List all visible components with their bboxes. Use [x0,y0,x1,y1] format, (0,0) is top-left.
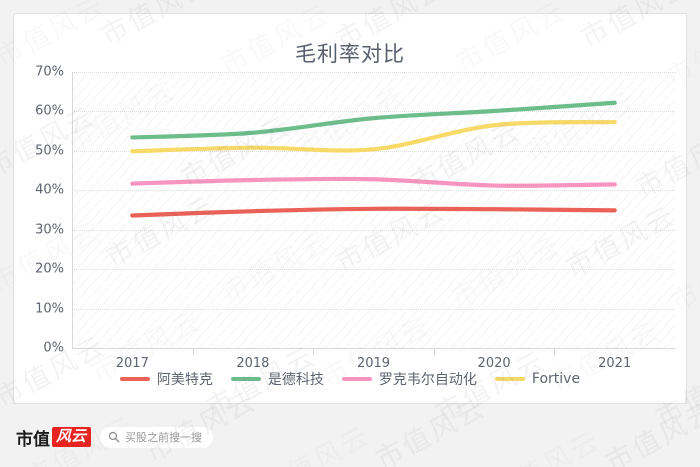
page-title: 毛利率对比 [295,42,405,66]
x-axis-line [72,348,675,349]
legend-item[interactable]: 罗克韦尔自动化 [341,369,477,389]
y-axis-tick-label: 50% [35,143,64,159]
watermark: 市值风云 [483,419,607,467]
y-axis-tick-label: 10% [35,301,64,317]
legend-swatch [494,377,525,381]
y-axis-tick-label: 40% [35,182,64,198]
x-axis-tick-label: 2021 [598,356,632,371]
series-line [130,119,617,154]
search-icon [108,431,120,443]
legend-swatch [119,377,150,381]
y-axis-tick-label: 60% [35,103,64,119]
gridline [72,190,675,192]
x-axis-tick [192,348,194,355]
legend-swatch [341,377,372,381]
legend-label: Fortive [531,371,581,387]
brand-badge: 风云 [52,427,92,447]
legend-item[interactable]: Fortive [494,371,581,387]
gridline [72,111,675,113]
gridline [72,72,675,73]
footer-brand: 市值 风云 买股之前搜一搜 [16,424,214,450]
brand-name: 市值 [16,429,50,450]
chart-card: 毛利率对比 0% 10% 20% 30% 40% 50% 60% 70% 2017 2018 20… [13,13,687,404]
x-axis-tick [433,348,435,355]
series-line [130,100,617,140]
gridline [72,269,675,271]
series-line [130,206,617,218]
y-axis-tick-label: 20% [35,261,64,277]
legend-label: 是德科技 [267,372,324,388]
x-axis-tick-label: 2018 [236,356,270,371]
x-axis-tick-label: 2020 [477,356,511,371]
legend-item[interactable]: 阿美特克 [119,369,213,389]
y-axis-tick-label: 0% [43,340,64,356]
gridline [72,229,675,231]
gridline [72,308,675,310]
series-lines [130,100,617,218]
y-axis-line [72,72,73,349]
legend-label: 阿美特克 [156,372,213,388]
x-axis-tick [313,348,315,355]
legend-label: 罗克韦尔自动化 [378,372,477,388]
x-axis-tick-label: 2019 [356,356,391,371]
watermark: 市值风云 [256,420,377,467]
legend-item[interactable]: 是德科技 [230,369,324,389]
x-axis-tick-label: 2017 [115,356,149,371]
search-placeholder: 买股之前搜一搜 [125,431,203,444]
y-axis-tick-label: 30% [35,222,64,238]
chart-legend: 阿美特克 是德科技 罗克韦尔自动化 Fortive [14,369,686,389]
search-input[interactable]: 买股之前搜一搜 [100,426,214,448]
series-line [130,176,617,188]
y-axis-tick-label: 70% [35,64,64,80]
y-axis-labels: 0% 10% 20% 30% 40% 50% 60% 70% [14,14,64,403]
x-axis-tick [554,348,556,355]
legend-swatch [230,377,261,381]
